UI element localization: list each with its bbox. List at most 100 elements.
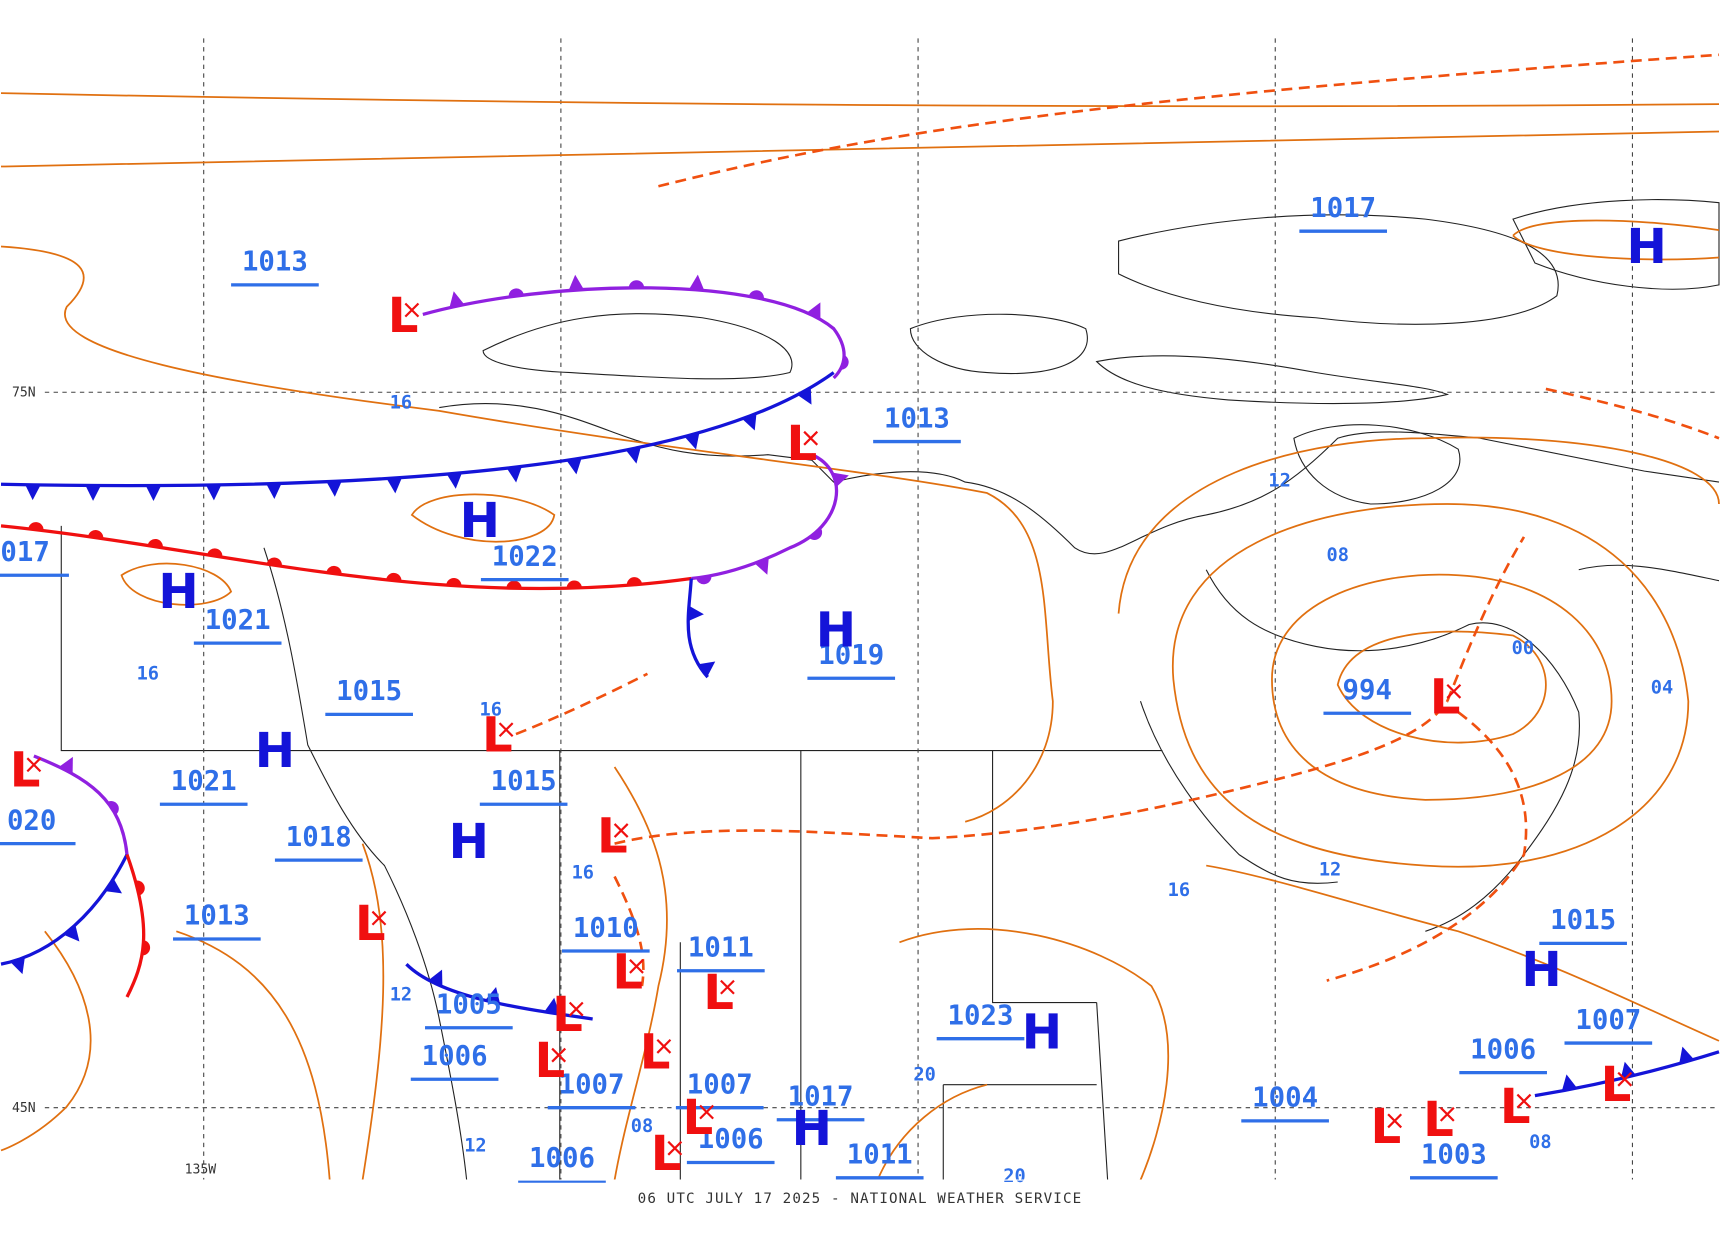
front-pip <box>446 472 463 489</box>
front-line <box>0 853 129 966</box>
grid-label: 75N <box>12 386 36 401</box>
pressure-label: 1023 <box>948 1000 1014 1031</box>
front-pip <box>628 280 645 288</box>
front-line <box>686 578 709 679</box>
pressure-label: 1007 <box>1575 1005 1641 1036</box>
high-center: H <box>792 1101 832 1157</box>
front-pip <box>135 880 145 896</box>
isobar-label: 20 <box>1003 1166 1025 1187</box>
isobar-label: 16 <box>1168 880 1190 901</box>
low-marker <box>1516 1093 1532 1109</box>
low-marker <box>720 979 735 995</box>
front-pip <box>85 485 101 501</box>
low-marker <box>699 1104 714 1120</box>
graticule <box>44 38 1719 1181</box>
isobar-label: 04 <box>1651 678 1673 699</box>
low-center: L <box>1423 1092 1454 1148</box>
isobar-label: 16 <box>390 393 412 414</box>
isobar-label: 20 <box>913 1064 935 1085</box>
low-marker <box>26 757 42 773</box>
low-center: L <box>1371 1099 1402 1155</box>
front-pip <box>446 577 462 587</box>
front-pip <box>266 483 282 499</box>
isobar-label: 16 <box>572 863 594 884</box>
low-center: L <box>1601 1057 1632 1113</box>
front-pip <box>10 957 25 975</box>
low-marker <box>551 1047 567 1063</box>
isobar-label: 08 <box>1326 545 1348 566</box>
front-pip <box>105 878 123 894</box>
isobars <box>0 92 1720 1181</box>
pressure-label: 1015 <box>491 766 557 797</box>
front-pip <box>808 527 823 541</box>
front-pip <box>25 484 41 501</box>
pressure-label: 1011 <box>847 1140 913 1171</box>
front-pip <box>506 580 522 589</box>
pressure-label: 020 <box>7 805 56 836</box>
isobar-label: 12 <box>1319 859 1341 880</box>
low-marker <box>1617 1071 1633 1087</box>
coastlines <box>60 199 1720 1181</box>
front-pip <box>698 661 716 677</box>
low-marker <box>1439 1106 1455 1122</box>
front-pip <box>688 274 705 291</box>
pressure-label: 1011 <box>688 933 754 964</box>
pressure-label: 1017 <box>1310 193 1376 224</box>
front-pip <box>326 565 342 575</box>
isobar-label: 16 <box>480 699 502 720</box>
pressure-label: 1006 <box>422 1041 488 1072</box>
low-center: L <box>651 1126 682 1182</box>
pressure-label: 1013 <box>184 901 250 932</box>
low-center: L <box>640 1024 671 1080</box>
front-pip <box>566 458 582 475</box>
pressure-label: 1006 <box>529 1143 595 1174</box>
isobar-label: 08 <box>631 1116 653 1137</box>
low-marker <box>371 910 387 926</box>
front-line <box>125 854 146 998</box>
low-marker <box>404 302 420 318</box>
footer: 06 UTC JULY 17 2025 - NATIONAL WEATHER S… <box>638 1191 1083 1207</box>
isobar-label: 12 <box>390 984 412 1005</box>
high-center: H <box>1627 219 1667 275</box>
pressure-label: 1007 <box>559 1069 625 1100</box>
pressure-label: 1019 <box>818 640 884 671</box>
front-pip <box>145 485 162 501</box>
low-marker <box>1446 684 1462 699</box>
front-pip <box>141 940 151 956</box>
front-pip <box>107 801 119 815</box>
low-center: L <box>535 1033 566 1089</box>
pressure-label: 1022 <box>492 541 558 572</box>
front-pip <box>266 557 282 567</box>
pressure-label: 1005 <box>436 989 502 1020</box>
pressure-label: 1007 <box>687 1069 753 1100</box>
front-pip <box>684 432 700 450</box>
pressure-label: 1015 <box>336 676 402 707</box>
pressure-label: 1004 <box>1252 1083 1318 1114</box>
front-pip <box>626 577 643 586</box>
low-center: L <box>355 896 386 952</box>
low-center: L <box>597 808 628 864</box>
front-pip <box>544 997 560 1015</box>
low-center: L <box>612 944 643 1000</box>
front-pip <box>88 530 104 539</box>
front-pip <box>748 290 764 300</box>
high-center: H <box>460 493 500 549</box>
low-marker <box>656 1038 672 1054</box>
front-line <box>1534 1050 1720 1098</box>
pressure-label: 1021 <box>205 605 271 636</box>
isobar-label: 00 <box>1512 638 1534 659</box>
front-pip <box>508 288 524 298</box>
low-center: L <box>10 743 41 799</box>
high-center: H <box>158 564 198 620</box>
front-pip <box>742 413 757 431</box>
front-pip <box>754 557 769 575</box>
pressure-label: 1010 <box>573 913 639 944</box>
front-pip <box>797 387 812 405</box>
front-pip <box>449 291 465 308</box>
pressure-label: 1006 <box>1470 1034 1536 1065</box>
front-pip <box>1679 1046 1694 1064</box>
high-center: H <box>1022 1005 1062 1061</box>
low-center: L <box>682 1090 713 1146</box>
front-pip <box>428 969 443 987</box>
